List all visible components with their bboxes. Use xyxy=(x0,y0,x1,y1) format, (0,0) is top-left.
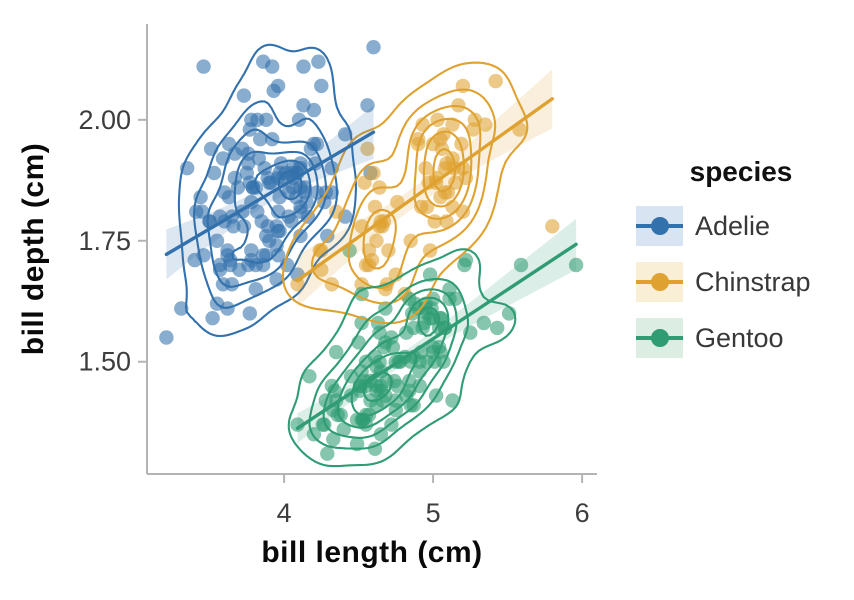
contours-gentoo xyxy=(287,248,517,468)
axes: 4 5 6 1.50 1.75 2.00 xyxy=(78,24,597,528)
legend-key-dot xyxy=(651,217,669,235)
x-tick-label: 5 xyxy=(426,498,441,528)
fit-line-adelie xyxy=(164,130,376,257)
contours-chinstrap xyxy=(281,61,529,325)
legend: species Adelie Chinstrap Gentoo xyxy=(636,156,846,374)
density-contours-layer xyxy=(177,43,529,468)
fit-line-gentoo xyxy=(295,242,578,430)
x-tick-label: 6 xyxy=(575,498,590,528)
y-tick-label: 1.75 xyxy=(78,226,131,256)
x-axis-title: bill length (cm) xyxy=(261,536,483,569)
legend-key-dot xyxy=(651,273,669,291)
regression-layer xyxy=(164,69,578,444)
y-axis-title: bill depth (cm) xyxy=(17,142,50,356)
legend-label-adelie: Adelie xyxy=(695,210,771,241)
y-tick-label: 1.50 xyxy=(78,347,131,377)
legend-item-chinstrap: Chinstrap xyxy=(636,262,846,302)
points-chinstrap xyxy=(290,73,560,302)
legend-label-gentoo: Gentoo xyxy=(695,322,784,353)
ci-band-gentoo xyxy=(297,218,577,444)
legend-key-gentoo-icon xyxy=(636,318,683,358)
legend-key-dot xyxy=(651,329,669,347)
fit-line-chinstrap xyxy=(295,97,554,283)
legend-label-chinstrap: Chinstrap xyxy=(695,266,811,297)
contours-adelie xyxy=(177,43,357,338)
legend-title: species xyxy=(689,156,793,187)
legend-item-adelie: Adelie xyxy=(636,206,846,246)
legend-item-gentoo: Gentoo xyxy=(636,318,846,358)
legend-key-chinstrap-icon xyxy=(636,262,683,302)
legend-key-adelie-icon xyxy=(636,206,683,246)
y-tick-label: 2.00 xyxy=(78,105,131,135)
x-tick-label: 4 xyxy=(277,498,292,528)
